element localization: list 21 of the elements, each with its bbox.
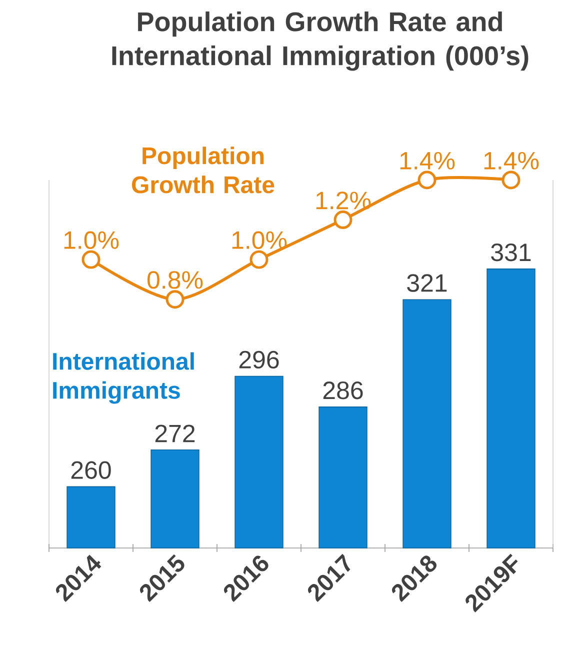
chart-title: Population Growth Rate and International Immigration (000’s): [112, 12, 528, 71]
data-label: 1.4%: [400, 152, 455, 170]
data-label: 0.8%: [147, 271, 203, 289]
text: Population Growth Rate: [132, 146, 274, 194]
data-label: 321: [407, 274, 447, 292]
data-label: 296: [239, 350, 279, 369]
point: [166, 290, 184, 309]
data-label: 260: [71, 461, 111, 479]
data-label: 1.0%: [232, 231, 287, 250]
data-label: 1.4%: [484, 152, 539, 170]
point: [334, 210, 352, 230]
data-label: 1.0%: [64, 231, 119, 250]
data-label: 272: [155, 424, 195, 442]
data-label: 1.2%: [316, 192, 371, 210]
point: [250, 250, 268, 269]
data-label: 331: [491, 244, 531, 262]
point: [502, 170, 520, 190]
series-label: International Immigrants: [53, 352, 194, 404]
point: [82, 250, 100, 269]
data-label: 286: [323, 382, 363, 400]
point: [418, 170, 436, 190]
